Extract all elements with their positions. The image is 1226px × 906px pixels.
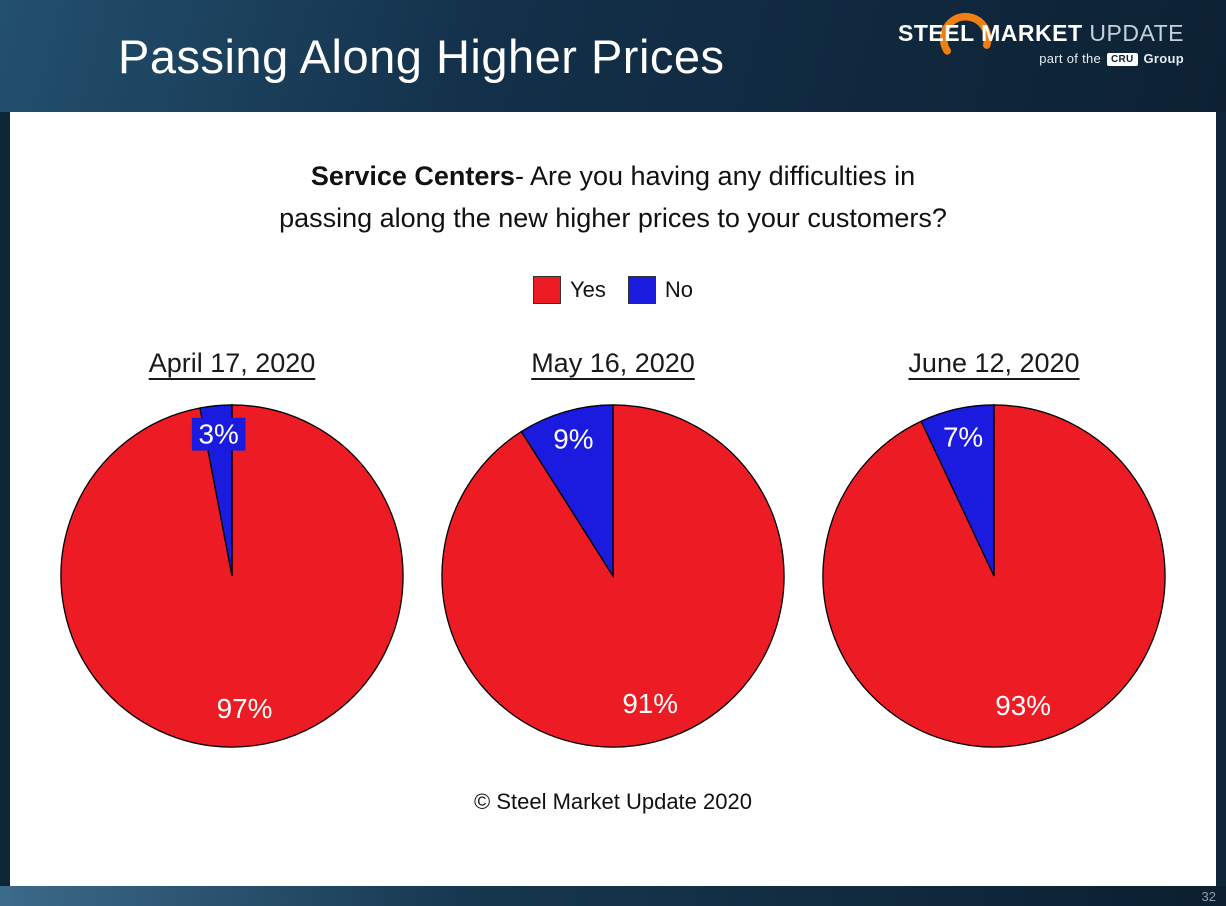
question-bold-part: Service Centers [310,161,515,191]
pie-chart-block: June 12, 2020 93% 7% [810,348,1178,755]
pie-slice-label-yes: 97% [217,692,273,723]
pie-slice-yes [822,403,1166,748]
logo-update: UPDATE [1089,20,1184,46]
slide-header: Passing Along Higher Prices STEEL MARKET… [0,0,1226,112]
logo-line1: STEEL MARKET UPDATE [884,20,1184,47]
charts-row: April 17, 2020 97% 3% May 16, 2020 91% 9% June… [10,348,1216,755]
page-number: 32 [1201,888,1216,904]
legend-swatch-yes [532,275,561,304]
slide-body: Service Centers- Are you having any diff… [10,112,1216,886]
pie-chart: 97% 3% [60,403,404,748]
question-line1-rest: - Are you having any difficulties in [514,161,916,191]
survey-question: Service Centers- Are you having any diff… [10,156,1216,240]
chart-date-title: June 12, 2020 [908,347,1080,378]
pie-label-background [191,417,246,451]
logo-text: STEEL MARKET UPDATE part of the CRU Grou… [884,20,1184,66]
pie-label-background [546,422,601,456]
pie-chart: 91% 9% [441,403,785,748]
logo-market: MARKET [981,20,1083,46]
pie-label-background [936,420,990,454]
legend-item-yes: Yes [532,275,606,304]
legend-label: Yes [569,276,606,302]
pie-slice-label-no: 7% [943,421,983,452]
pie-slice-label-yes: 93% [995,690,1051,721]
chart-date-title: April 17, 2020 [148,347,316,378]
pie-chart: 93% 7% [822,403,1166,748]
cru-badge: CRU [1107,53,1138,66]
logo-tagline-pre: part of the [1039,51,1102,66]
logo-tagline-post: Group [1143,51,1184,66]
pie-slice-label-no: 3% [199,418,239,449]
legend-item-no: No [627,275,693,304]
pie-slice-label-yes: 91% [622,688,678,719]
slide-title: Passing Along Higher Prices [118,29,725,83]
chart-date-title: May 16, 2020 [531,347,695,378]
pie-chart-block: April 17, 2020 97% 3% [48,348,416,755]
pie-slice-label-no: 9% [553,423,593,454]
logo-tagline: part of the CRU Group [884,51,1184,66]
copyright: © Steel Market Update 2020 [474,788,752,814]
legend-label: No [664,276,693,302]
chart-legend: Yes No [10,275,1216,304]
logo-swoosh-icon [939,12,992,55]
smu-logo: STEEL MARKET UPDATE part of the CRU Grou… [884,12,1184,96]
question-line2: passing along the new higher prices to y… [279,202,947,233]
legend-swatch-no [627,275,656,304]
logo-steel: STEEL [898,20,975,46]
pie-chart-block: May 16, 2020 91% 9% [429,348,797,755]
bottom-bar: 32 [0,886,1226,906]
